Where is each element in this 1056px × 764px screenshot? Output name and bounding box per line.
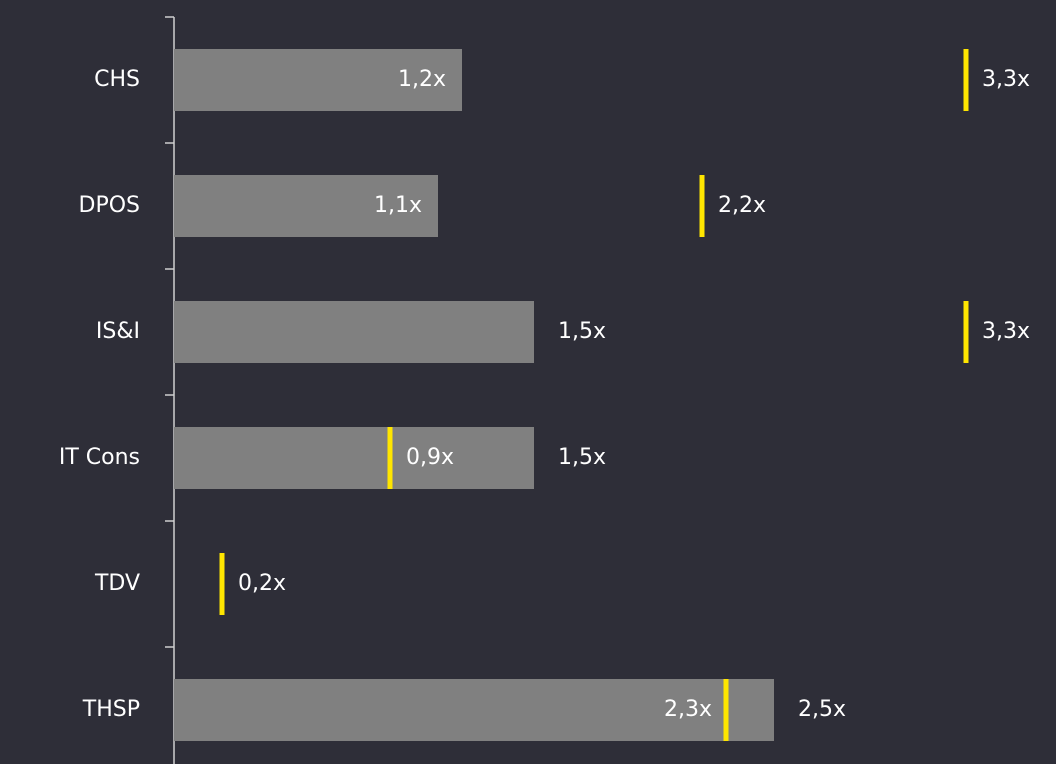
category-label: IS&I <box>96 319 140 344</box>
bar-value-label: 2,5x <box>798 697 846 722</box>
bar <box>174 679 774 741</box>
bar <box>174 427 534 489</box>
marker-value-label: 0,2x <box>238 571 286 596</box>
category-label: DPOS <box>79 193 141 218</box>
category-label: IT Cons <box>59 445 140 470</box>
bar-value-label: 1,5x <box>558 445 606 470</box>
category-label: CHS <box>94 67 140 92</box>
bar <box>174 175 438 237</box>
marker-value-label: 3,3x <box>982 319 1030 344</box>
bar-value-label: 1,2x <box>398 67 446 92</box>
category-label: THSP <box>82 697 140 722</box>
bar <box>174 49 462 111</box>
marker-value-label: 2,2x <box>718 193 766 218</box>
marker-value-label: 0,9x <box>406 445 454 470</box>
marker-value-label: 2,3x <box>664 697 712 722</box>
bar-value-label: 1,1x <box>374 193 422 218</box>
marker-value-label: 3,3x <box>982 67 1030 92</box>
bar-value-label: 1,5x <box>558 319 606 344</box>
category-label: TDV <box>94 571 140 596</box>
bar <box>174 301 534 363</box>
